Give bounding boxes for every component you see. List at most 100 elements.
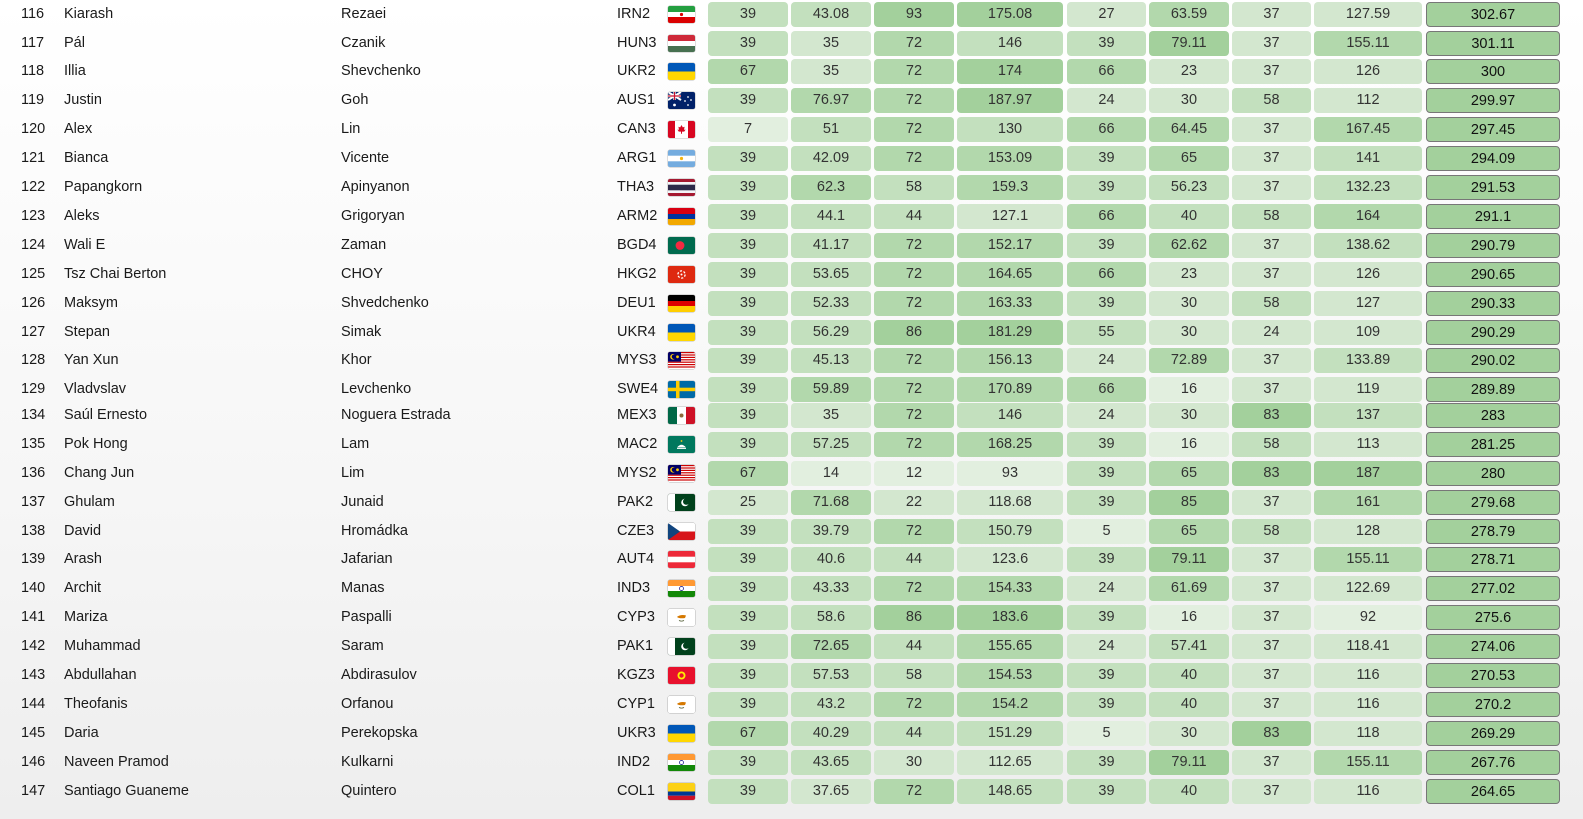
first-name-cell: Bianca (64, 150, 109, 166)
first-name-cell: Pál (64, 35, 85, 51)
score-cell: 35 (791, 403, 871, 428)
last-name-cell: Simak (341, 324, 382, 340)
score-cell: 146 (957, 403, 1063, 428)
score-cell: 123.6 (957, 547, 1063, 572)
score-cell: 30 (1149, 721, 1229, 746)
score-cell: 23 (1149, 262, 1229, 287)
total-score-cell: 290.65 (1426, 262, 1560, 287)
score-cell: 168.25 (957, 432, 1063, 457)
rank-cell: 138 (21, 523, 46, 539)
total-score-cell: 291.53 (1426, 175, 1560, 200)
first-name-cell: Yan Xun (64, 352, 119, 368)
team-code-cell: PAK2 (617, 494, 654, 510)
score-cell: 58.6 (791, 605, 871, 630)
score-cell: 113 (1314, 432, 1422, 457)
last-name-cell: Hromádka (341, 523, 408, 539)
score-cell: 39 (1067, 31, 1146, 56)
score-cell: 132.23 (1314, 175, 1422, 200)
table-row: 123 Aleks Grigoryan ARM2 39 44.1 44 127.1 66 40 58… (0, 202, 1583, 230)
score-cell: 37 (1232, 576, 1311, 601)
rank-cell: 120 (21, 121, 46, 137)
score-cell: 37 (1232, 233, 1311, 258)
team-code-cell: SWE4 (617, 381, 659, 397)
score-cell: 72 (874, 576, 954, 601)
team-code-cell: IND3 (617, 580, 651, 596)
first-name-cell: Aleks (64, 208, 100, 224)
first-name-cell: Stepan (64, 324, 110, 340)
score-cell: 12 (874, 461, 954, 486)
last-name-cell: Vicente (341, 150, 390, 166)
team-code-cell: IND2 (617, 754, 651, 770)
last-name-cell: Goh (341, 92, 369, 108)
score-cell: 58 (1232, 291, 1311, 316)
last-name-cell: Lin (341, 121, 361, 137)
table-row: 125 Tsz Chai Berton CHOY HKG2 39 53.65 72 164.6… (0, 260, 1583, 288)
score-cell: 55 (1067, 320, 1146, 345)
team-code-cell: AUT4 (617, 551, 655, 567)
score-cell: 183.6 (957, 605, 1063, 630)
total-score-cell: 277.02 (1426, 576, 1560, 601)
score-cell: 37 (1232, 490, 1311, 515)
score-cell: 72 (874, 403, 954, 428)
arm-flag-icon (668, 208, 695, 225)
score-cell: 39 (1067, 692, 1146, 717)
score-cell: 37 (1232, 31, 1311, 56)
score-cell: 43.33 (791, 576, 871, 601)
total-score-cell: 290.33 (1426, 291, 1560, 316)
first-name-cell: Saúl Ernesto (64, 407, 148, 423)
mac-flag-icon (668, 436, 695, 453)
score-cell: 39 (708, 519, 788, 544)
rank-cell: 129 (21, 381, 46, 397)
first-name-cell: Alex (64, 121, 93, 137)
table-row: 122 Papangkorn Apinyanon THA3 39 62.3 58 159.3 3… (0, 173, 1583, 201)
first-name-cell: Archit (64, 580, 102, 596)
score-cell: 86 (874, 320, 954, 345)
pak-flag-icon (668, 494, 695, 511)
rank-cell: 147 (21, 783, 46, 799)
score-cell: 39 (708, 233, 788, 258)
score-cell: 39 (1067, 175, 1146, 200)
last-name-cell: Manas (341, 580, 385, 596)
score-cell: 39 (1067, 605, 1146, 630)
score-cell: 58 (1232, 432, 1311, 457)
score-cell: 37 (1232, 146, 1311, 171)
rank-cell: 134 (21, 407, 46, 423)
score-cell: 5 (1067, 519, 1146, 544)
score-cell: 43.65 (791, 750, 871, 775)
score-cell: 116 (1314, 663, 1422, 688)
total-score-cell: 279.68 (1426, 490, 1560, 515)
score-cell: 57.41 (1149, 634, 1229, 659)
score-cell: 150.79 (957, 519, 1063, 544)
score-cell: 30 (1149, 403, 1229, 428)
score-cell: 24 (1067, 348, 1146, 373)
score-cell: 118.41 (1314, 634, 1422, 659)
rank-cell: 116 (21, 6, 45, 22)
score-cell: 66 (1067, 262, 1146, 287)
rank-cell: 122 (21, 179, 46, 195)
rank-cell: 142 (21, 638, 46, 654)
team-code-cell: IRN2 (617, 6, 651, 22)
mys-flag-icon (668, 352, 695, 369)
ukr-flag-icon (668, 324, 695, 341)
score-cell: 42.09 (791, 146, 871, 171)
score-cell: 130 (957, 117, 1063, 142)
score-cell: 92 (1314, 605, 1422, 630)
score-cell: 40 (1149, 779, 1229, 804)
score-cell: 128 (1314, 519, 1422, 544)
last-name-cell: Kulkarni (341, 754, 394, 770)
total-score-cell: 302.67 (1426, 2, 1560, 27)
kgz-flag-icon (668, 667, 695, 684)
score-cell: 133.89 (1314, 348, 1422, 373)
score-cell: 72 (874, 146, 954, 171)
score-cell: 93 (874, 2, 954, 27)
total-score-cell: 264.65 (1426, 779, 1560, 804)
total-score-cell: 297.45 (1426, 117, 1560, 142)
score-cell: 72 (874, 779, 954, 804)
score-cell: 39 (1067, 291, 1146, 316)
score-cell: 122.69 (1314, 576, 1422, 601)
score-cell: 25 (708, 490, 788, 515)
score-cell: 37 (1232, 348, 1311, 373)
team-code-cell: THA3 (617, 179, 655, 195)
total-score-cell: 274.06 (1426, 634, 1560, 659)
score-cell: 27 (1067, 2, 1146, 27)
